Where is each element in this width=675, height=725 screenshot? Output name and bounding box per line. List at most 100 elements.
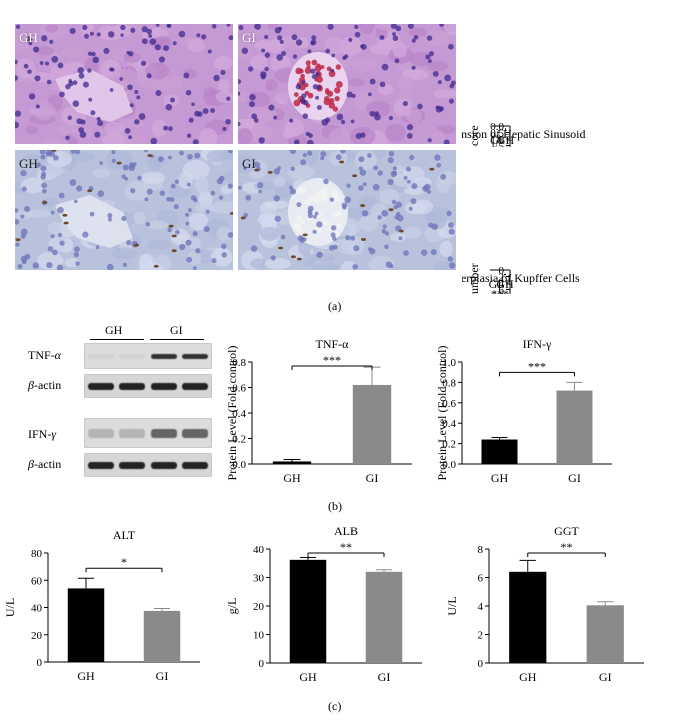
nucleus <box>290 166 295 172</box>
cytoplasm <box>119 118 145 129</box>
nucleus <box>331 53 336 58</box>
nucleus <box>26 36 33 42</box>
chart-title: IFN-γ <box>523 337 552 351</box>
red-blood-cell <box>298 189 304 195</box>
cytoplasm <box>123 52 141 63</box>
red-blood-cell <box>334 87 341 94</box>
nucleus <box>320 150 327 157</box>
cytoplasm <box>339 36 362 57</box>
cytoplasm <box>151 119 167 138</box>
nucleus <box>129 103 134 108</box>
nucleus <box>279 39 284 45</box>
nucleus <box>92 56 100 64</box>
nucleus <box>361 210 369 217</box>
nucleus <box>336 113 344 121</box>
nucleus <box>396 214 404 222</box>
nucleus <box>192 266 197 270</box>
nucleus <box>448 221 454 228</box>
cytoplasm <box>94 46 113 55</box>
nucleus <box>411 183 418 190</box>
y-tick-label: 30 <box>253 573 265 585</box>
bar-gi <box>143 610 181 662</box>
nucleus <box>121 215 127 222</box>
nucleus <box>111 158 116 163</box>
nucleus <box>32 46 40 53</box>
nucleus <box>387 178 394 186</box>
nucleus <box>97 190 105 197</box>
nucleus <box>75 150 81 155</box>
y-tick-label: 0.4 <box>442 418 456 430</box>
cytoplasm <box>215 91 233 104</box>
cytoplasm <box>427 60 448 72</box>
y-tick-label: 6 <box>499 285 505 295</box>
cytoplasm <box>342 235 365 256</box>
nucleus <box>268 104 275 111</box>
cytoplasm <box>282 127 296 139</box>
nucleus <box>390 24 397 30</box>
nucleus <box>398 236 403 241</box>
nucleus <box>345 234 351 241</box>
nucleus <box>264 34 269 40</box>
chart-sinusoid: Expansion of Hepatic Sinusoid0.00.51.01.… <box>462 121 585 147</box>
wb-label-greek: β <box>28 457 34 471</box>
nucleus <box>302 113 309 119</box>
nucleus <box>448 228 455 235</box>
red-blood-cell <box>336 223 343 229</box>
nucleus <box>254 161 261 168</box>
nucleus <box>39 61 44 65</box>
nucleus <box>321 118 329 126</box>
nucleus <box>41 171 47 177</box>
nucleus <box>403 175 408 180</box>
nucleus <box>68 78 73 83</box>
cytoplasm <box>265 200 289 210</box>
wb-label-suffix: -actin <box>33 378 62 392</box>
nucleus <box>158 156 164 163</box>
nucleus <box>57 232 63 238</box>
x-tick-label: GH <box>77 669 95 683</box>
nucleus <box>395 25 402 32</box>
x-tick-label: GH <box>299 670 317 684</box>
nucleus <box>228 150 233 154</box>
x-tick-label: GH <box>497 133 515 147</box>
y-tick-label: 0.0 <box>442 459 456 471</box>
nucleus <box>314 211 319 216</box>
cytoplasm <box>359 24 375 35</box>
chart-title: ALB <box>334 524 358 538</box>
cytoplasm <box>348 78 365 87</box>
nucleus <box>174 179 179 184</box>
nucleus <box>128 135 133 140</box>
cytoplasm <box>259 110 278 119</box>
y-tick-label: 0.8 <box>442 377 456 389</box>
nucleus <box>330 225 337 231</box>
kupffer-cell-stain <box>42 201 48 204</box>
bar-gh <box>509 571 547 663</box>
cytoplasm <box>408 27 428 37</box>
nucleus <box>299 237 306 243</box>
nucleus <box>20 214 25 219</box>
nucleus <box>406 179 411 184</box>
chart-kupffer: Hyperplasia of Kupffer Cells02468 Number G… <box>462 263 580 295</box>
nucleus <box>330 68 335 73</box>
cytoplasm <box>133 211 146 225</box>
nucleus <box>95 245 100 250</box>
nucleus <box>426 189 432 194</box>
cytoplasm <box>122 133 145 144</box>
nucleus <box>411 38 416 43</box>
nucleus <box>295 39 303 46</box>
nucleus <box>351 93 356 99</box>
nucleus <box>387 157 394 164</box>
kupffer-cell-stain <box>63 221 69 225</box>
nucleus <box>213 74 220 82</box>
nucleus <box>106 263 114 270</box>
nucleus <box>329 197 334 202</box>
nucleus <box>292 54 298 59</box>
x-tick-label: GI <box>489 277 502 291</box>
nucleus <box>185 90 192 96</box>
nucleus <box>227 183 233 189</box>
y-tick-label: 0.6 <box>442 398 456 410</box>
nucleus <box>342 205 347 210</box>
nucleus <box>185 239 192 246</box>
red-blood-cell <box>335 64 342 70</box>
nucleus <box>127 84 133 91</box>
